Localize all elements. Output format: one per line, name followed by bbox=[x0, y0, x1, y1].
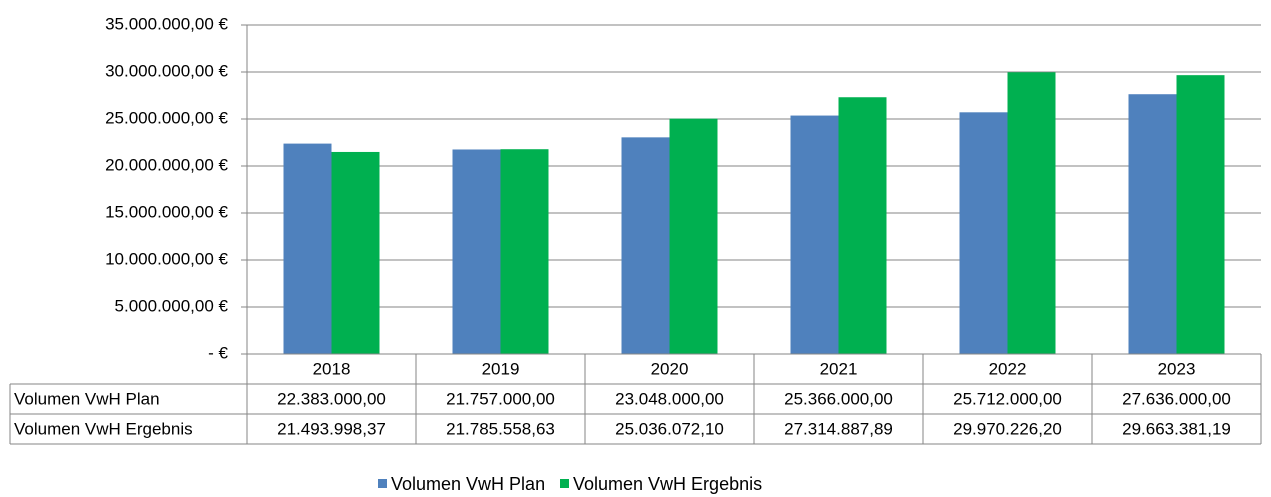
y-tick-label: 30.000.000,00 € bbox=[105, 61, 228, 80]
y-tick-label: 10.000.000,00 € bbox=[105, 249, 228, 268]
bar bbox=[959, 112, 1008, 355]
table-cell: 25.712.000,00 bbox=[953, 389, 1062, 408]
table-row-label: Volumen VwH Ergebnis bbox=[14, 419, 193, 438]
bar bbox=[1176, 75, 1225, 354]
table-cell: 27.636.000,00 bbox=[1122, 389, 1231, 408]
table-cell: 27.314.887,89 bbox=[784, 419, 893, 438]
x-tick-label: 2018 bbox=[313, 359, 351, 378]
legend-swatch bbox=[560, 479, 569, 488]
legend-label: Volumen VwH Ergebnis bbox=[573, 474, 762, 494]
y-tick-label: 35.000.000,00 € bbox=[105, 14, 228, 33]
table-cell: 21.785.558,63 bbox=[446, 419, 555, 438]
legend-swatch bbox=[378, 479, 387, 488]
table-cell: 25.036.072,10 bbox=[615, 419, 724, 438]
table-cell: 29.663.381,19 bbox=[1122, 419, 1231, 438]
bar bbox=[669, 118, 718, 354]
bar bbox=[790, 115, 839, 354]
table-row-label: Volumen VwH Plan bbox=[14, 389, 160, 408]
x-tick-label: 2022 bbox=[989, 359, 1027, 378]
table-cell: 29.970.226,20 bbox=[953, 419, 1062, 438]
bar bbox=[331, 151, 380, 354]
x-tick-label: 2023 bbox=[1158, 359, 1196, 378]
x-tick-label: 2021 bbox=[820, 359, 858, 378]
table-cell: 22.383.000,00 bbox=[277, 389, 386, 408]
y-tick-label: 15.000.000,00 € bbox=[105, 202, 228, 221]
bar bbox=[283, 143, 332, 354]
y-tick-label: 20.000.000,00 € bbox=[105, 155, 228, 174]
legend-label: Volumen VwH Plan bbox=[391, 474, 545, 494]
table-cell: 21.493.998,37 bbox=[277, 419, 386, 438]
x-tick-label: 2020 bbox=[651, 359, 689, 378]
x-tick-label: 2019 bbox=[482, 359, 520, 378]
bar bbox=[621, 137, 670, 354]
bar bbox=[500, 149, 549, 354]
bar bbox=[1128, 94, 1177, 354]
bar bbox=[838, 97, 887, 354]
table-cell: 21.757.000,00 bbox=[446, 389, 555, 408]
y-tick-label: 5.000.000,00 € bbox=[115, 296, 229, 315]
table-cell: 23.048.000,00 bbox=[615, 389, 724, 408]
y-tick-label: - € bbox=[208, 343, 228, 362]
bar bbox=[1007, 72, 1056, 354]
table-cell: 25.366.000,00 bbox=[784, 389, 893, 408]
bar bbox=[452, 149, 501, 354]
y-tick-label: 25.000.000,00 € bbox=[105, 108, 228, 127]
